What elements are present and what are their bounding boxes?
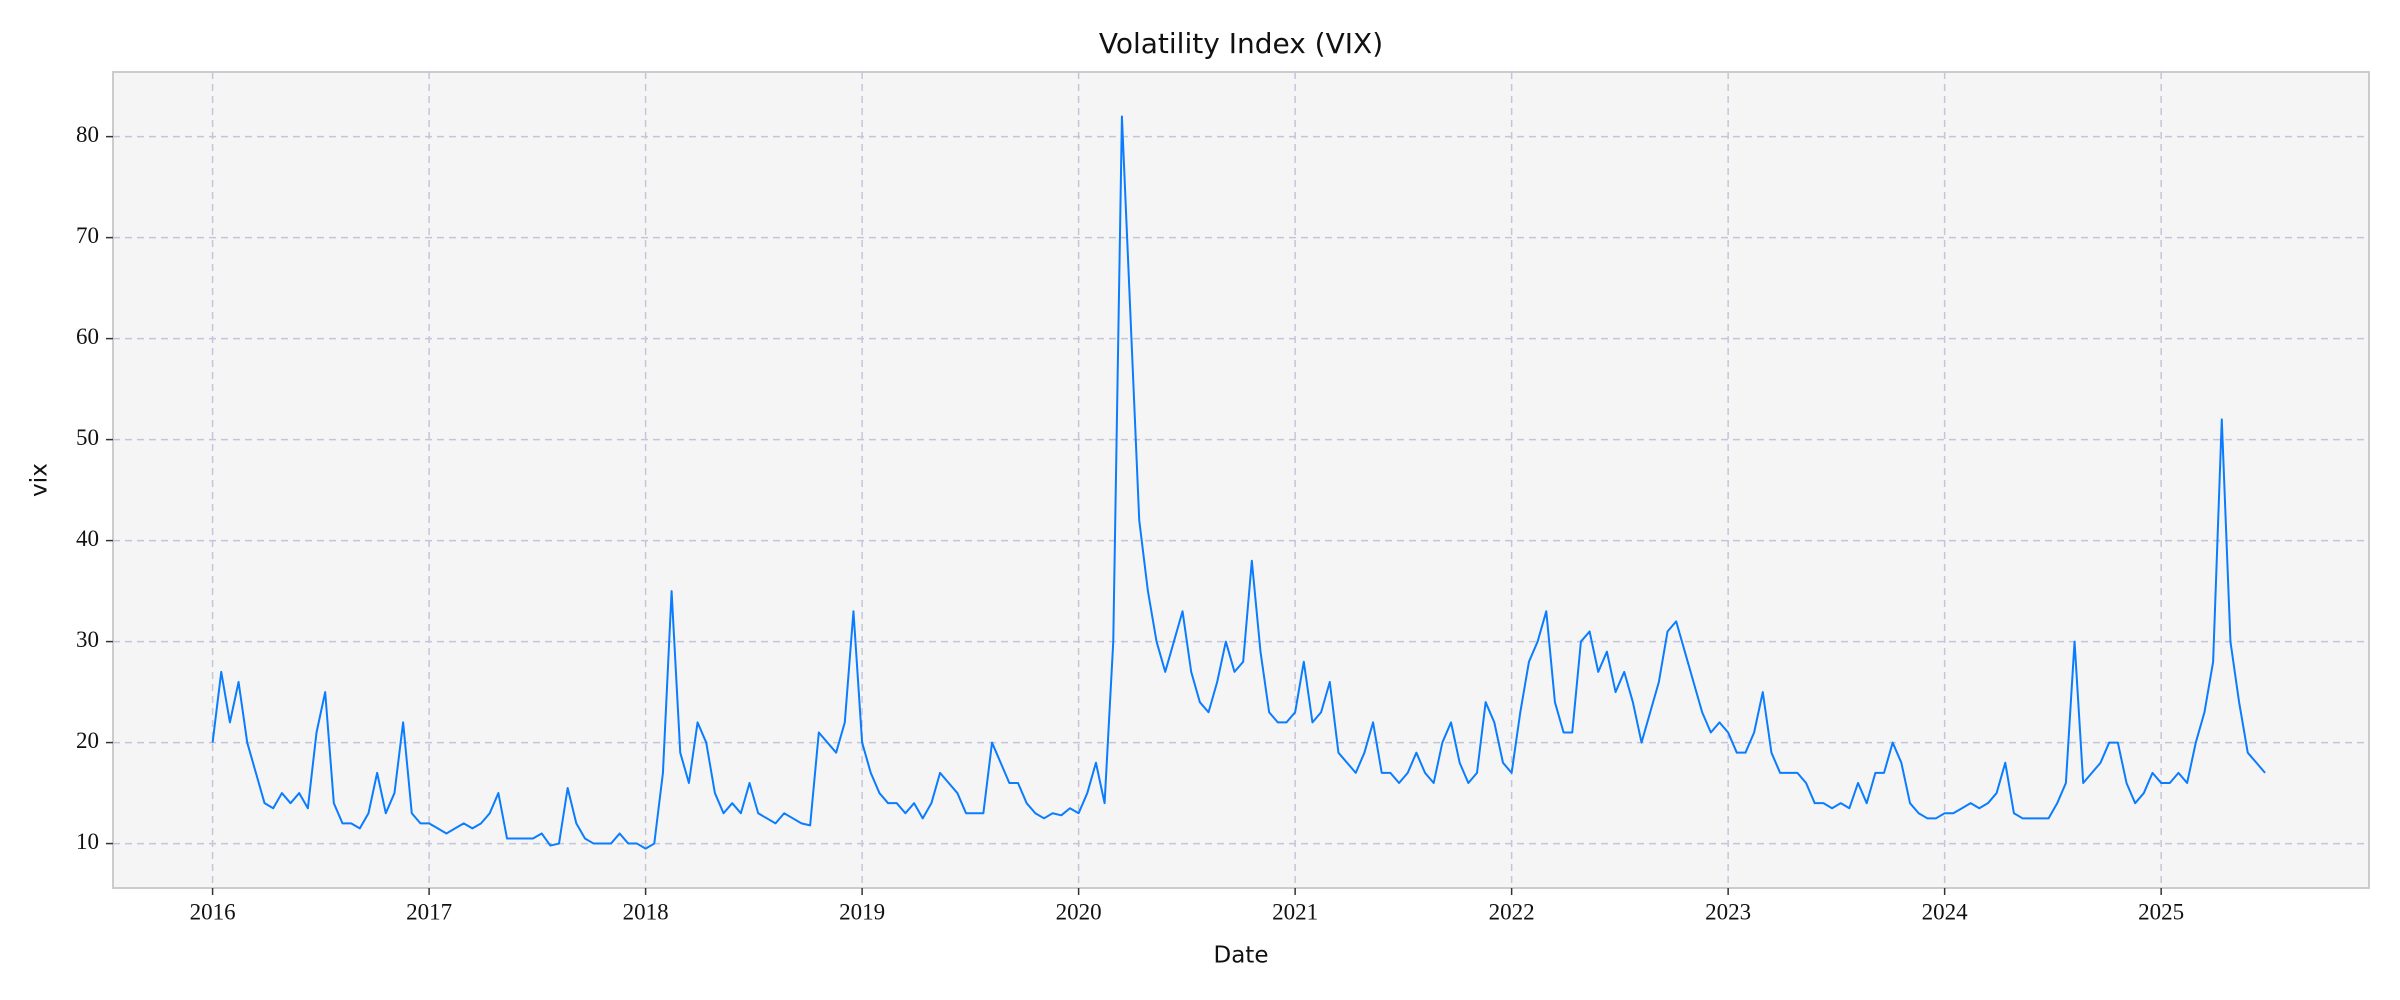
plot-area xyxy=(112,71,2370,889)
y-tick-label: 40 xyxy=(76,526,99,551)
x-tick-label: 2020 xyxy=(1056,899,1102,924)
data-line xyxy=(211,115,2266,850)
y-tick-label: 50 xyxy=(76,425,99,450)
y-tick-label: 70 xyxy=(76,223,99,248)
y-tick-label: 80 xyxy=(76,122,99,147)
x-tick-label: 2019 xyxy=(839,899,885,924)
y-tick-label: 30 xyxy=(76,627,99,652)
y-tick-label: 20 xyxy=(76,728,99,753)
x-tick-label: 2024 xyxy=(1922,899,1969,924)
y-tick-label: 10 xyxy=(76,829,99,854)
x-tick-label: 2017 xyxy=(406,899,452,924)
x-axis-label: Date xyxy=(1214,943,1269,969)
x-tick-label: 2022 xyxy=(1489,899,1535,924)
x-tick-label: 2016 xyxy=(190,899,236,924)
y-axis-label: vix xyxy=(27,463,53,497)
x-tick-label: 2023 xyxy=(1705,899,1751,924)
y-tick-label: 60 xyxy=(76,324,99,349)
x-tick-label: 2018 xyxy=(623,899,669,924)
x-tick-label: 2025 xyxy=(2138,899,2184,924)
x-tick-label: 2021 xyxy=(1272,899,1318,924)
chart-title: Volatility Index (VIX) xyxy=(1099,27,1383,60)
